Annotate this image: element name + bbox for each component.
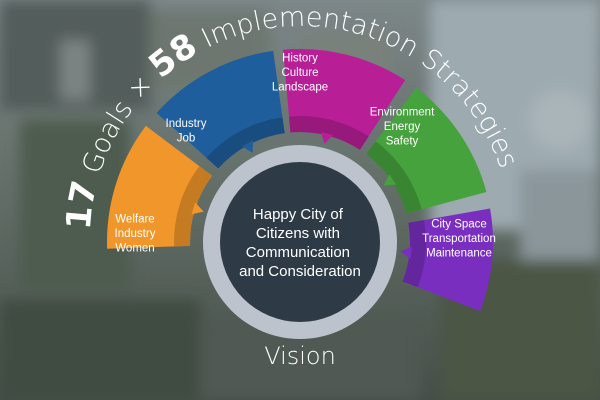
goal-segment-pointer — [400, 246, 412, 259]
goal-segment-label-line: Environment — [370, 107, 435, 119]
goal-segment-label: City Space Transportation Maintenance — [422, 219, 496, 260]
goal-segment-3: History Culture Landscape — [272, 49, 406, 150]
goal-segment-pointer — [320, 131, 334, 145]
goal-segment-label-line: Maintenance — [426, 248, 492, 260]
goal-segment-inner-band — [206, 117, 285, 169]
goals-number: 17 — [59, 177, 105, 231]
vision-line-4: and Consideration — [239, 263, 361, 280]
goal-segment-label: Welfare Industry Women — [115, 214, 156, 255]
center-core — [220, 162, 380, 322]
goal-segment-label-line: Landscape — [272, 82, 328, 94]
goal-segment-label-line: Job — [177, 132, 196, 144]
vision-statement: Happy City of Citizens with Communicatio… — [239, 206, 361, 280]
goal-segment-label-line: Industry — [166, 118, 207, 130]
goal-segments: Welfare Industry Women Industry Job History Cu… — [107, 49, 496, 312]
goal-segment-label-line: Transportation — [422, 233, 496, 245]
goal-segment-4: Environment Energy Safety — [366, 87, 487, 214]
goal-segment-2: Industry Job — [156, 50, 285, 169]
goal-segment-label: Environment Energy Safety — [370, 107, 435, 148]
vision-label: Vision — [264, 342, 336, 370]
goal-segment-inner-band — [366, 141, 422, 214]
goal-segment-inner-band — [289, 116, 369, 150]
vision-line-3: Communication — [246, 244, 350, 261]
goal-segment-label-line: Welfare — [115, 214, 154, 226]
goal-segment-1: Welfare Industry Women — [107, 125, 213, 255]
vision-line-1: Happy City of — [253, 206, 344, 223]
goal-segment-label-line: Safety — [386, 136, 419, 148]
goal-segment-label-line: History — [282, 53, 318, 65]
goal-segment-label: Industry Job — [166, 118, 207, 145]
goal-segment-inner-band — [402, 220, 426, 288]
goal-segment-pointer — [191, 202, 204, 215]
goal-segment-pointer — [383, 174, 397, 186]
goal-segment-label-line: Industry — [115, 228, 156, 240]
goal-segment-label-line: City Space — [431, 219, 487, 231]
goal-segment-label-line: Women — [115, 243, 154, 255]
goal-segment-label-line: Energy — [384, 121, 421, 133]
goal-segment-label: History Culture Landscape — [272, 53, 328, 94]
goal-segment-label-line: Culture — [281, 67, 318, 79]
goal-segment-inner-band — [173, 166, 213, 247]
goal-segment-pointer — [241, 140, 254, 153]
vision-line-2: Citizens with — [256, 225, 340, 242]
goal-segment-5: City Space Transportation Maintenance — [400, 208, 496, 312]
